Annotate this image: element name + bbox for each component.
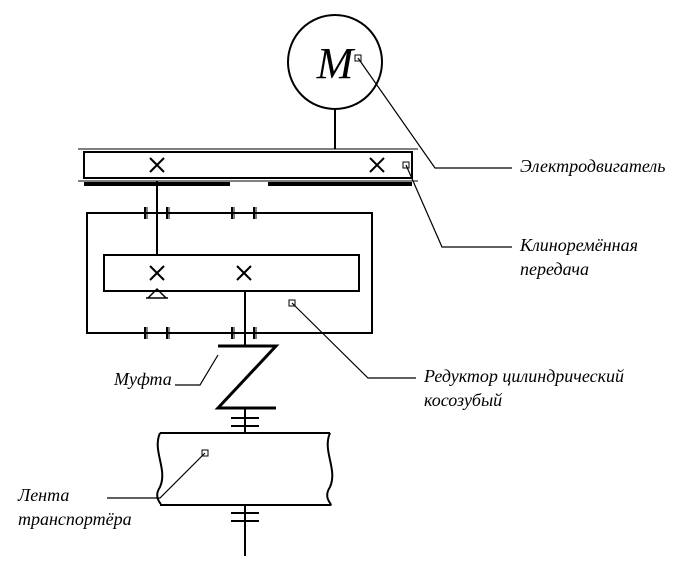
label-electrodvigatel: Электродвигатель xyxy=(520,155,665,178)
coupling xyxy=(218,346,276,408)
label-reduktor-2: косозубый xyxy=(424,389,502,412)
label-reduktor-1: Редуктор цилиндрический xyxy=(424,365,624,388)
label-klinoremennaya-1: Клиноремённая xyxy=(520,234,638,257)
label-klinoremennaya-2: передача xyxy=(520,258,589,281)
label-mufta: Муфта xyxy=(114,368,172,391)
label-lenta-1: Лента xyxy=(18,484,69,507)
gear-pair xyxy=(104,255,359,306)
motor-letter: М xyxy=(316,39,356,88)
gearbox-frame xyxy=(87,207,372,339)
belt-pulley xyxy=(78,149,418,184)
conveyor-drum xyxy=(157,433,332,505)
label-lenta-2: транспортёра xyxy=(18,508,132,531)
